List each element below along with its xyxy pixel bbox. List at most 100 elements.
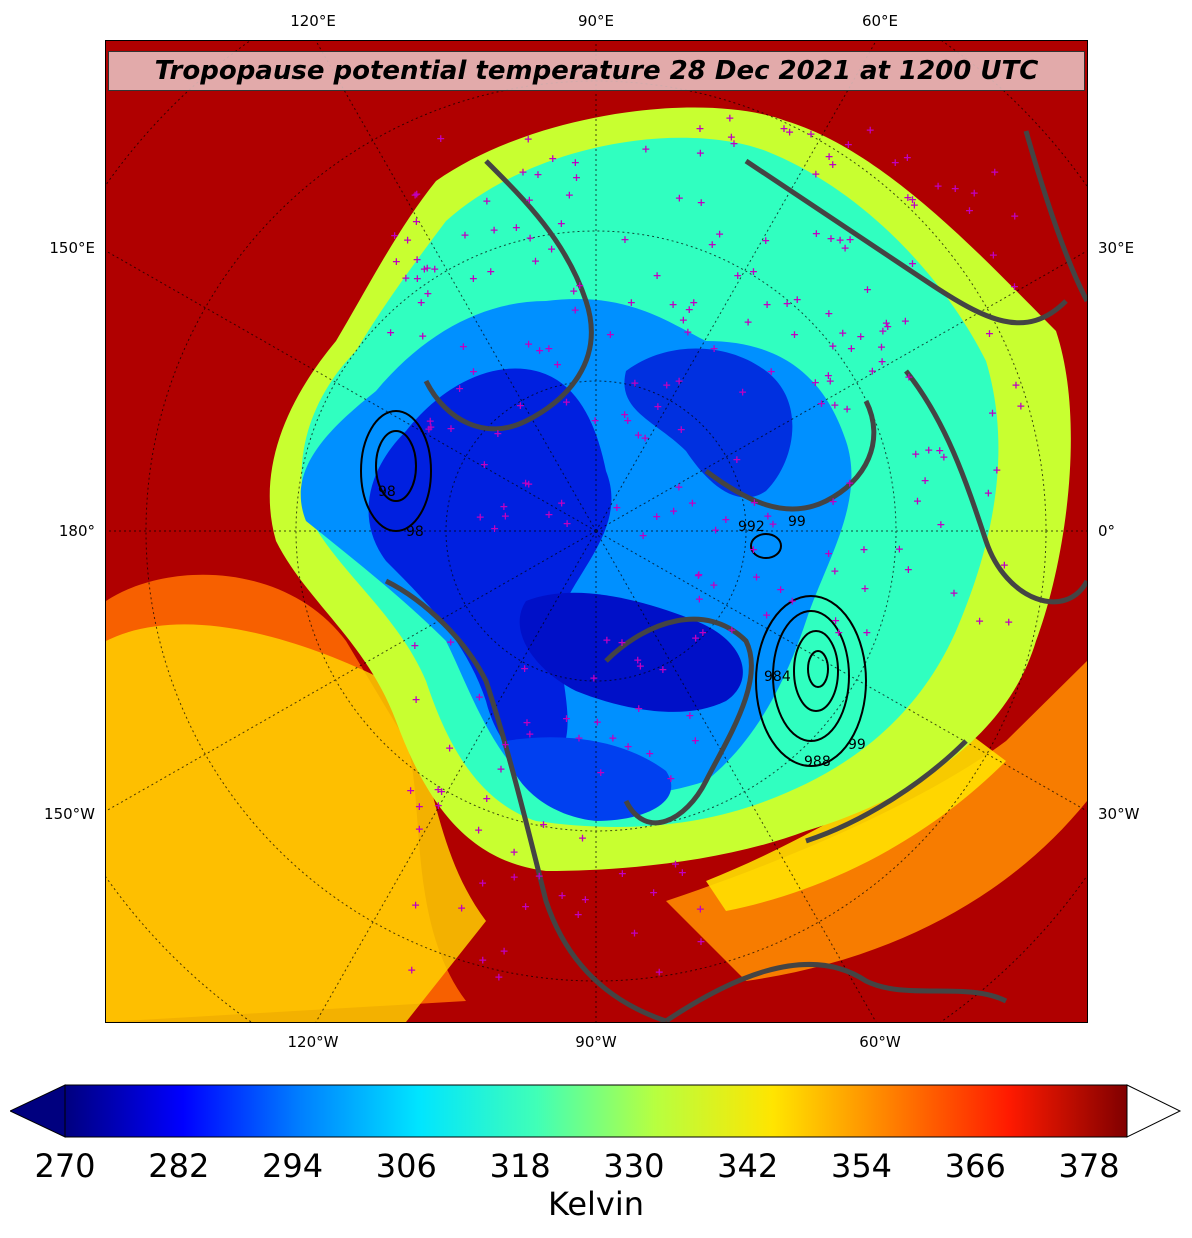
station-marker: +	[612, 501, 621, 514]
station-marker: +	[985, 327, 994, 340]
station-marker: +	[510, 845, 519, 858]
station-marker: +	[606, 328, 615, 341]
station-marker: +	[426, 415, 435, 428]
station-marker: +	[437, 785, 446, 798]
station-marker: +	[908, 193, 917, 206]
colorbar	[10, 1084, 1182, 1138]
station-marker: +	[624, 740, 633, 753]
lon-tick-bottom: 120°W	[287, 1033, 339, 1051]
station-marker: +	[412, 693, 421, 706]
station-marker: +	[811, 376, 820, 389]
station-marker: +	[602, 634, 611, 647]
station-marker: +	[824, 369, 833, 382]
lon-tick-bottom: 60°W	[859, 1033, 901, 1051]
station-marker: +	[557, 497, 566, 510]
station-marker: +	[729, 137, 738, 150]
station-marker: +	[671, 857, 680, 870]
station-marker: +	[806, 128, 815, 141]
station-marker: +	[574, 731, 583, 744]
station-marker: +	[411, 898, 420, 911]
station-marker: +	[939, 451, 948, 464]
station-marker: +	[521, 900, 530, 913]
station-marker: +	[951, 182, 960, 195]
station-marker: +	[811, 168, 820, 181]
station-marker: +	[459, 340, 468, 353]
colorbar-tick: 330	[603, 1147, 665, 1185]
station-marker: +	[424, 422, 433, 435]
station-marker: +	[696, 147, 705, 160]
station-marker: +	[688, 497, 697, 510]
station-marker: +	[685, 709, 694, 722]
station-marker: +	[677, 423, 686, 436]
colorbar-tick: 354	[830, 1147, 893, 1185]
station-marker: +	[415, 800, 424, 813]
station-marker: +	[662, 379, 671, 392]
station-marker: +	[426, 421, 435, 434]
station-marker: +	[620, 408, 629, 421]
station-marker: +	[591, 414, 600, 427]
station-marker: +	[903, 151, 912, 164]
station-marker: +	[533, 168, 542, 181]
station-marker: +	[965, 204, 974, 217]
station-marker: +	[750, 496, 759, 509]
station-marker: +	[669, 504, 678, 517]
station-marker: +	[475, 691, 484, 704]
station-marker: +	[989, 249, 998, 262]
station-marker: +	[501, 738, 510, 751]
station-marker: +	[510, 870, 519, 883]
station-marker: +	[627, 296, 636, 309]
station-marker: +	[882, 317, 891, 330]
station-marker: +	[630, 377, 639, 390]
lon-tick-left: 150°E	[49, 239, 95, 257]
tropopause-map: 992 99 98 984 98 988 99 ++++++++++++++++…	[106, 41, 1087, 1022]
station-marker: +	[697, 196, 706, 209]
station-marker: +	[694, 569, 703, 582]
station-marker: +	[460, 229, 469, 242]
station-marker: +	[571, 156, 580, 169]
colorbar-tick: 270	[34, 1147, 96, 1185]
station-marker: +	[675, 375, 684, 388]
station-marker: +	[423, 287, 432, 300]
station-marker: +	[623, 414, 632, 427]
station-marker: +	[526, 232, 535, 245]
station-marker: +	[553, 358, 562, 371]
station-marker: +	[482, 195, 491, 208]
station-marker: +	[630, 926, 639, 939]
station-marker: +	[975, 615, 984, 628]
station-marker: +	[727, 624, 736, 637]
station-marker: +	[652, 510, 661, 523]
station-marker: +	[563, 517, 572, 530]
station-marker: +	[418, 330, 427, 343]
station-marker: +	[710, 342, 719, 355]
colorbar-tick: 294	[262, 1147, 324, 1185]
station-marker: +	[949, 587, 958, 600]
station-marker: +	[569, 285, 578, 298]
station-marker: +	[415, 823, 424, 836]
station-marker: +	[490, 522, 499, 535]
station-marker: +	[834, 626, 843, 639]
station-marker: +	[891, 156, 900, 169]
colorbar-tick: 318	[489, 1147, 551, 1185]
station-marker: +	[655, 966, 664, 979]
station-marker: +	[763, 298, 772, 311]
pacific-yellow-region	[106, 624, 486, 1022]
station-marker: +	[824, 547, 833, 560]
station-marker: +	[520, 662, 529, 675]
station-marker: +	[733, 269, 742, 282]
station-marker: +	[698, 626, 707, 639]
station-marker: +	[866, 124, 875, 137]
station-marker: +	[877, 340, 886, 353]
station-marker: +	[420, 262, 429, 275]
station-marker: +	[562, 395, 571, 408]
station-marker: +	[525, 194, 534, 207]
station-marker: +	[544, 342, 553, 355]
colorbar-max-extend	[1126, 1084, 1182, 1138]
station-marker: +	[423, 261, 432, 274]
station-marker: +	[856, 330, 865, 343]
station-marker: +	[721, 513, 730, 526]
station-marker: +	[812, 227, 821, 240]
station-marker: +	[727, 130, 736, 143]
station-marker: +	[826, 232, 835, 245]
station-marker: +	[455, 382, 464, 395]
station-marker: +	[401, 272, 410, 285]
